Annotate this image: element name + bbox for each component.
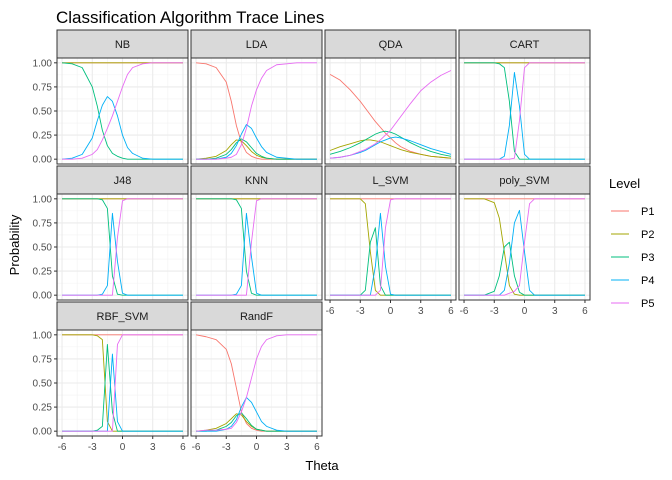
x-tick-label: -3 <box>88 442 97 453</box>
y-tick-label: 0.00 <box>33 427 53 438</box>
facet-strip-label: L_SVM <box>372 175 408 187</box>
legend-label-p4: P4 <box>641 275 654 287</box>
series-line-p4 <box>196 124 317 160</box>
facet-strip-label: RBF_SVM <box>97 311 149 323</box>
x-tick-label: -3 <box>356 306 365 317</box>
y-tick-label: 0.75 <box>33 218 53 229</box>
series-line-p5 <box>329 70 452 159</box>
y-tick-label: 0.50 <box>33 243 53 254</box>
y-tick-label: 1.00 <box>33 194 53 205</box>
panel-border <box>190 193 323 301</box>
x-tick-label: 3 <box>284 442 290 453</box>
x-tick-label: 0 <box>254 442 260 453</box>
x-tick-label: -6 <box>192 442 201 453</box>
facet-panel: KNN <box>190 165 323 301</box>
y-tick-label: 0.25 <box>33 131 53 142</box>
facet-strip <box>56 29 189 59</box>
facet-panel: RandF -6 -3 0 3 6 <box>190 301 323 453</box>
facet-strip <box>56 301 189 331</box>
x-tick-label: 6 <box>448 306 454 317</box>
panel-border <box>324 57 457 165</box>
panel-border <box>190 57 323 165</box>
facet-strip <box>190 29 323 59</box>
series-line-p4 <box>61 96 183 160</box>
series-line-p5 <box>62 334 183 432</box>
x-tick-label: 3 <box>418 306 424 317</box>
facet-strip-label: NB <box>115 39 130 51</box>
series-line-p5 <box>196 62 317 160</box>
facet-strip <box>324 29 457 59</box>
facet-strip <box>190 165 323 195</box>
facet-panel: J48 0.00 0.25 0.50 0.75 1.00 <box>33 165 189 302</box>
x-tick-label: -6 <box>58 442 67 453</box>
facet-panel: LDA <box>190 29 323 165</box>
facet-strip <box>458 29 591 59</box>
chart-title: Classification Algorithm Trace Lines <box>56 8 324 27</box>
series-line-p3 <box>196 138 317 160</box>
series-line-p5 <box>464 62 585 160</box>
panel-border <box>458 57 591 165</box>
facet-strip-label: KNN <box>245 175 268 187</box>
y-tick-label: 1.00 <box>33 330 53 341</box>
facet-panel: RBF_SVM 0.00 0.25 0.50 0.75 1.00 -6 -3 0 3 6 <box>33 301 189 453</box>
x-tick-label: 0 <box>120 442 126 453</box>
facet-strip <box>190 301 323 331</box>
legend-label-p5: P5 <box>641 298 654 310</box>
series-line-p3 <box>329 130 452 157</box>
legend: Level P1 P2 P3 P4 P5 <box>609 176 654 313</box>
legend-title: Level <box>609 176 640 191</box>
series-line-p5 <box>62 62 183 160</box>
series-line-p4 <box>329 136 452 159</box>
x-tick-label: 0 <box>522 306 528 317</box>
facet-panels: NB 0.00 0.25 0.50 0.75 1.00 LDA QDA CART J48 0.00 0… <box>33 29 591 453</box>
x-axis-title: Theta <box>305 458 339 473</box>
y-tick-label: 0.75 <box>33 354 53 365</box>
x-tick-label: 3 <box>150 442 156 453</box>
y-tick-label: 0.50 <box>33 107 53 118</box>
y-tick-label: 1.00 <box>33 58 53 69</box>
series-line-p5 <box>464 198 585 296</box>
y-tick-label: 0.50 <box>33 379 53 390</box>
facet-panel: CART <box>458 29 591 165</box>
legend-label-p1: P1 <box>641 206 654 218</box>
y-axis-title: Probability <box>7 214 22 275</box>
x-tick-label: -6 <box>326 306 335 317</box>
x-tick-label: 0 <box>388 306 394 317</box>
facet-panel: L_SVM -6 -3 0 3 6 <box>324 165 457 317</box>
facet-panel: QDA <box>324 29 457 165</box>
legend-label-p3: P3 <box>641 252 654 264</box>
y-tick-label: 0.00 <box>33 155 53 166</box>
facet-strip-label: RandF <box>240 311 273 323</box>
series-line-p2 <box>329 139 452 159</box>
legend-label-p2: P2 <box>641 229 654 241</box>
y-tick-label: 0.25 <box>33 403 53 414</box>
series-line-p5 <box>196 198 317 296</box>
facet-strip-label: poly_SVM <box>499 175 549 187</box>
x-tick-label: -3 <box>222 442 231 453</box>
facet-strip <box>458 165 591 195</box>
series-line-p5 <box>195 334 317 432</box>
facet-strip-label: LDA <box>246 39 268 51</box>
series-line-p5 <box>62 198 183 296</box>
series-line-p5 <box>330 198 451 296</box>
facet-strip-label: J48 <box>114 175 132 187</box>
facet-panel: poly_SVM -6 -3 0 3 6 <box>458 165 591 317</box>
facet-strip-label: QDA <box>379 39 404 51</box>
y-tick-label: 0.25 <box>33 267 53 278</box>
x-tick-label: 6 <box>180 442 186 453</box>
y-tick-label: 0.75 <box>33 82 53 93</box>
x-tick-label: 6 <box>314 442 320 453</box>
x-tick-label: -3 <box>490 306 499 317</box>
x-tick-label: 6 <box>582 306 588 317</box>
x-tick-label: -6 <box>460 306 469 317</box>
facet-panel: NB 0.00 0.25 0.50 0.75 1.00 <box>33 29 189 166</box>
x-tick-label: 3 <box>552 306 558 317</box>
facet-strip-label: CART <box>510 39 540 51</box>
y-tick-label: 0.00 <box>33 291 53 302</box>
